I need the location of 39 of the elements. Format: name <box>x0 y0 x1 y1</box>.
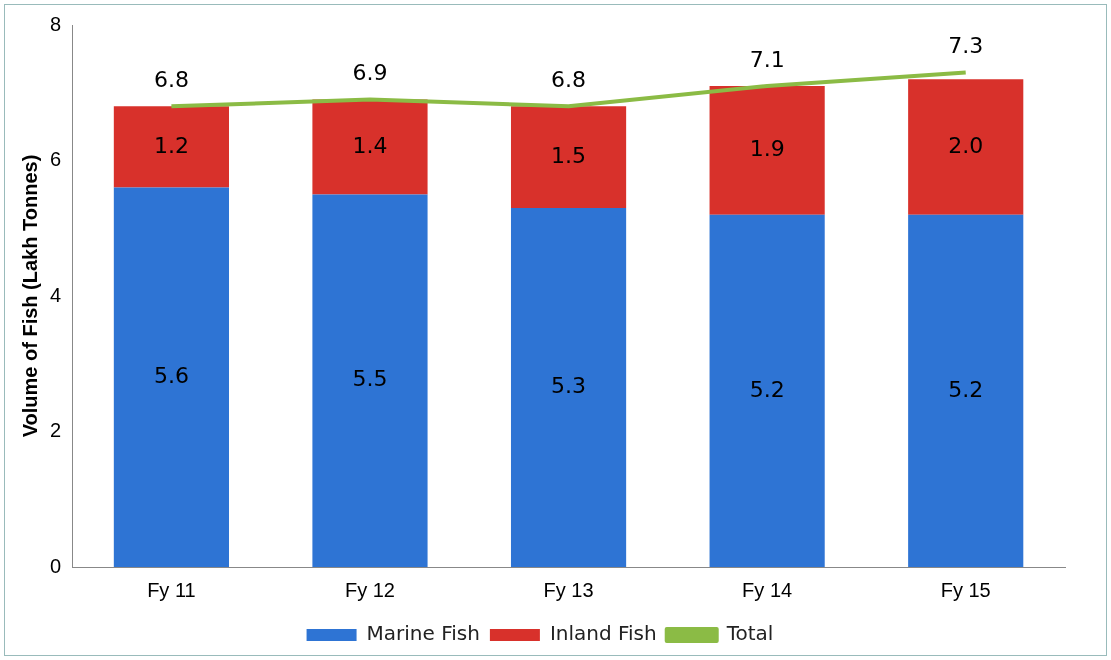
bar <box>510 106 627 208</box>
data-label: 5.2 <box>948 376 984 402</box>
data-label: 1.5 <box>551 142 587 168</box>
bar <box>312 194 428 567</box>
x-tick-label: Fy 13 <box>543 578 594 601</box>
data-label: 2.0 <box>948 132 984 158</box>
legend-label: Inland Fish <box>549 621 657 646</box>
y-tick-label: 0 <box>50 554 62 577</box>
bar <box>510 207 627 567</box>
bar <box>113 106 229 188</box>
bar <box>908 79 1024 215</box>
data-label: 1.9 <box>749 136 785 162</box>
x-tick-label: Fy 11 <box>147 578 196 601</box>
data-label: 5.2 <box>749 376 785 402</box>
y-axis-title: Volume of Fish (Lakh Tonnes) <box>18 154 41 438</box>
bar <box>709 85 825 215</box>
y-tick-label: 2 <box>50 419 62 442</box>
data-label: 5.5 <box>352 366 388 392</box>
x-tick-label: Fy 14 <box>742 578 793 601</box>
y-tick-label: 4 <box>50 283 62 306</box>
bar <box>709 214 825 567</box>
data-label: 1.2 <box>153 132 189 158</box>
data-label: 5.6 <box>153 363 189 389</box>
data-label: 6.8 <box>153 67 189 93</box>
y-tick-label: 8 <box>50 12 62 35</box>
bar <box>113 187 229 567</box>
legend-label: Total <box>725 621 774 646</box>
x-tick-label: Fy 12 <box>344 578 395 601</box>
y-tick-label: 6 <box>50 148 62 171</box>
data-label: 7.1 <box>749 46 785 72</box>
data-label: 5.3 <box>551 373 587 399</box>
data-label: 6.9 <box>352 60 388 86</box>
bar <box>908 214 1024 567</box>
x-tick-label: Fy 15 <box>940 578 991 601</box>
data-label: 1.4 <box>352 132 388 158</box>
data-label: 7.3 <box>948 33 984 59</box>
legend-label: Marine Fish <box>366 621 480 646</box>
data-label: 6.8 <box>551 67 587 93</box>
bar <box>312 99 428 195</box>
